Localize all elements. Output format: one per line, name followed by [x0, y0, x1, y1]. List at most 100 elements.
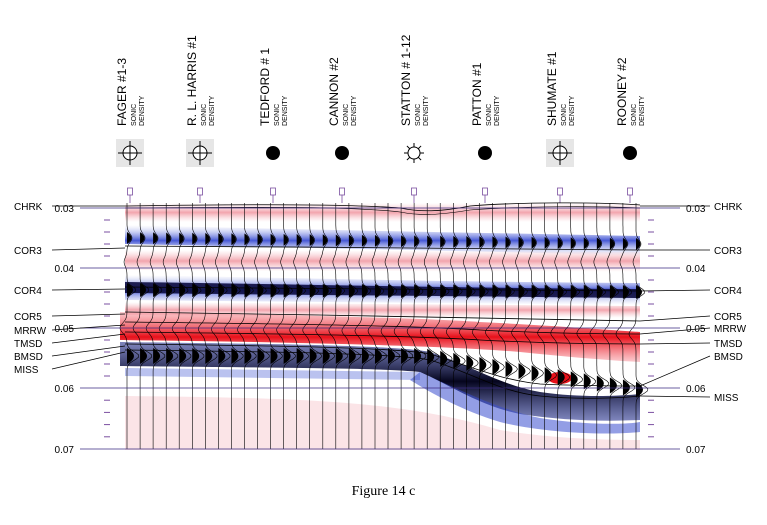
reflector-mrrw-band: [120, 312, 640, 362]
reflector-blue-lower: [125, 368, 420, 380]
wiggle-lobe: [218, 348, 226, 364]
wiggle-lobe: [492, 284, 499, 299]
well-location-marker: [270, 187, 276, 203]
wiggle-lobe: [179, 348, 187, 364]
wiggle-lobe: [401, 348, 409, 364]
well-name: FAGER #1-3: [115, 58, 129, 126]
wiggle-lobe: [596, 375, 604, 392]
wiggle-lobe: [505, 361, 513, 378]
reflector-blue-1: [125, 225, 640, 256]
horizon-label-right: BMSD: [639, 352, 743, 387]
time-tick-label-left: 0.07: [55, 445, 75, 456]
oil-well-icon: [335, 146, 349, 160]
oil-well-icon: [266, 146, 280, 160]
wiggle-lobe: [166, 232, 171, 245]
wiggle-lobe: [466, 284, 473, 299]
reflector-cor4-core: [125, 282, 640, 298]
wiggle-lobe: [636, 238, 641, 250]
wiggle-lobe: [622, 237, 628, 250]
wiggle-lobe: [557, 284, 564, 299]
wiggle-lobe: [492, 359, 500, 376]
log-type-label: DENSITY: [569, 95, 576, 126]
wiggle-lobe: [622, 379, 630, 396]
wiggle-lobe: [531, 284, 538, 299]
log-type-label: SONIC: [486, 104, 493, 126]
wiggle-lobe: [140, 348, 148, 364]
horizon-labels: CHRKCOR3COR4COR5MRRWTMSDBMSDMISSCHRKCOR3…: [14, 202, 747, 404]
horizon-label-right: MRRW: [639, 324, 747, 335]
wiggle-lobe: [440, 350, 448, 367]
svg-text:COR5: COR5: [714, 312, 742, 323]
wiggle-lobe: [166, 283, 173, 298]
figure-caption: Figure 14 c: [351, 484, 416, 499]
horizon-line-cor5: [124, 311, 641, 322]
svg-text:TMSD: TMSD: [714, 339, 742, 350]
horizon-label-left: MISS: [14, 351, 126, 376]
wiggle-lobe: [361, 283, 368, 298]
wiggle-lobe: [335, 283, 342, 298]
wiggle-lobe: [609, 237, 615, 250]
wiggle-trace: [550, 203, 571, 449]
reflector-lower-pink: [125, 396, 640, 450]
wiggle-lobe: [296, 348, 304, 364]
wiggle-lobe: [309, 234, 315, 247]
wiggle-trace: [341, 203, 361, 449]
seismic-panel: [119, 202, 649, 450]
dry-hole-icon: [116, 139, 144, 167]
time-tick: 0.04 0.04: [55, 264, 706, 317]
wiggle-lobe: [270, 233, 276, 246]
wiggle-lobe: [596, 237, 602, 250]
wiggle-lobe: [479, 236, 484, 249]
wiggle-lobe: [440, 235, 445, 248]
horizon-label-right: TMSD: [639, 339, 742, 350]
log-type-label: DENSITY: [139, 95, 146, 126]
wiggle-lobe: [388, 235, 393, 248]
wiggle-lobe: [244, 283, 251, 298]
wiggle-lobe: [636, 381, 643, 398]
log-type-label: SONIC: [274, 104, 281, 126]
wiggle-lobe: [544, 284, 551, 299]
wiggle-lobe: [570, 284, 577, 299]
gas-well-icon: [404, 143, 424, 163]
wiggle-lobe: [505, 236, 510, 249]
wiggle-trace: [158, 203, 179, 449]
horizon-label-right: COR4: [639, 286, 742, 297]
time-tick-label-right: 0.03: [686, 204, 706, 215]
wiggle-lobe: [414, 235, 419, 248]
wiggle-trace: [289, 203, 309, 449]
wiggle-lobe: [348, 283, 355, 298]
log-type-label: DENSITY: [351, 95, 358, 126]
wiggle-lobe: [127, 283, 133, 297]
wiggle-trace: [563, 203, 584, 449]
wiggle-lobe: [309, 283, 316, 298]
well-name: R. L. HARRIS #1: [185, 35, 199, 126]
log-type-label: DENSITY: [494, 95, 501, 126]
well-name: CANNON #2: [327, 57, 341, 126]
wiggle-lobe: [153, 348, 161, 364]
wiggle-lobe: [127, 232, 132, 244]
well-header: ROONEY #2 SONIC DENSITY: [615, 57, 646, 203]
wiggle-trace: [432, 203, 453, 449]
wiggle-trace: [145, 203, 166, 449]
wiggle-trace: [197, 203, 218, 449]
wiggle-lobe: [361, 234, 367, 247]
wiggle-trace: [132, 203, 152, 449]
wiggle-lobe: [322, 348, 330, 364]
svg-text:MRRW: MRRW: [714, 324, 747, 335]
wiggle-lobe: [153, 232, 158, 245]
svg-text:BMSD: BMSD: [14, 352, 43, 363]
log-type-label: SONIC: [201, 104, 208, 126]
log-type-label: SONIC: [343, 104, 350, 126]
wiggle-lobe: [192, 348, 200, 364]
wiggle-lobe: [192, 232, 197, 245]
wiggle-lobe: [283, 283, 290, 298]
well-name: PATTON #1: [470, 62, 484, 126]
horizon-line-miss: [124, 349, 641, 399]
wiggle-trace: [589, 203, 610, 449]
time-tick: 0.07 0.07: [55, 445, 706, 456]
well-name: STATTON # 1-12: [399, 34, 413, 126]
wiggle-trace: [419, 203, 440, 449]
well-name: SHUMATE #1: [545, 51, 559, 126]
wiggle-lobe: [374, 283, 381, 298]
wiggle-lobe: [296, 234, 302, 246]
